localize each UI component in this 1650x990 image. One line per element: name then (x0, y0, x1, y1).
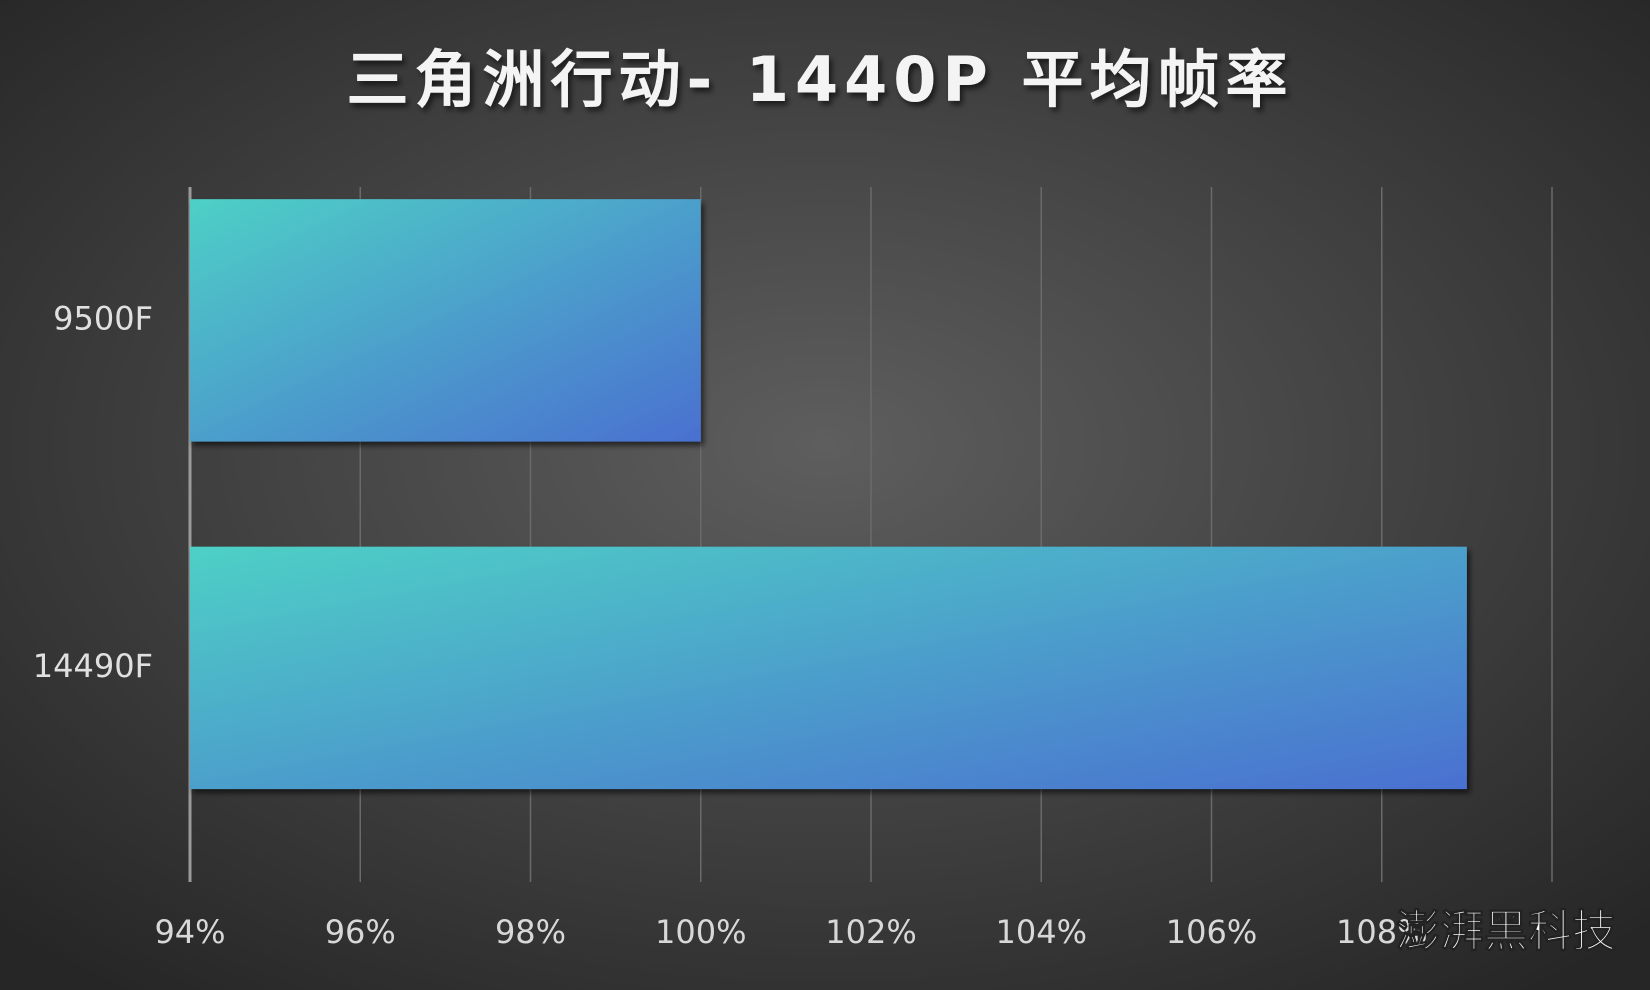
x-tick-label: 106% (1166, 913, 1257, 951)
y-tick-label: 9500F (53, 299, 153, 337)
bar (190, 199, 701, 442)
x-tick-label: 98% (495, 913, 566, 951)
x-tick-label: 94% (154, 913, 225, 951)
chart-title: 三角洲行动- 1440P 平均帧率 (347, 43, 1294, 116)
x-tick-label: 102% (825, 913, 916, 951)
x-tick-label: 108% (1336, 913, 1427, 951)
y-tick-label: 14490F (33, 647, 153, 685)
x-tick-label: 100% (655, 913, 746, 951)
watermark: 澎湃黑科技 (1396, 906, 1616, 957)
x-tick-label: 104% (996, 913, 1087, 951)
bar (190, 546, 1467, 790)
x-tick-label: 96% (325, 913, 396, 951)
